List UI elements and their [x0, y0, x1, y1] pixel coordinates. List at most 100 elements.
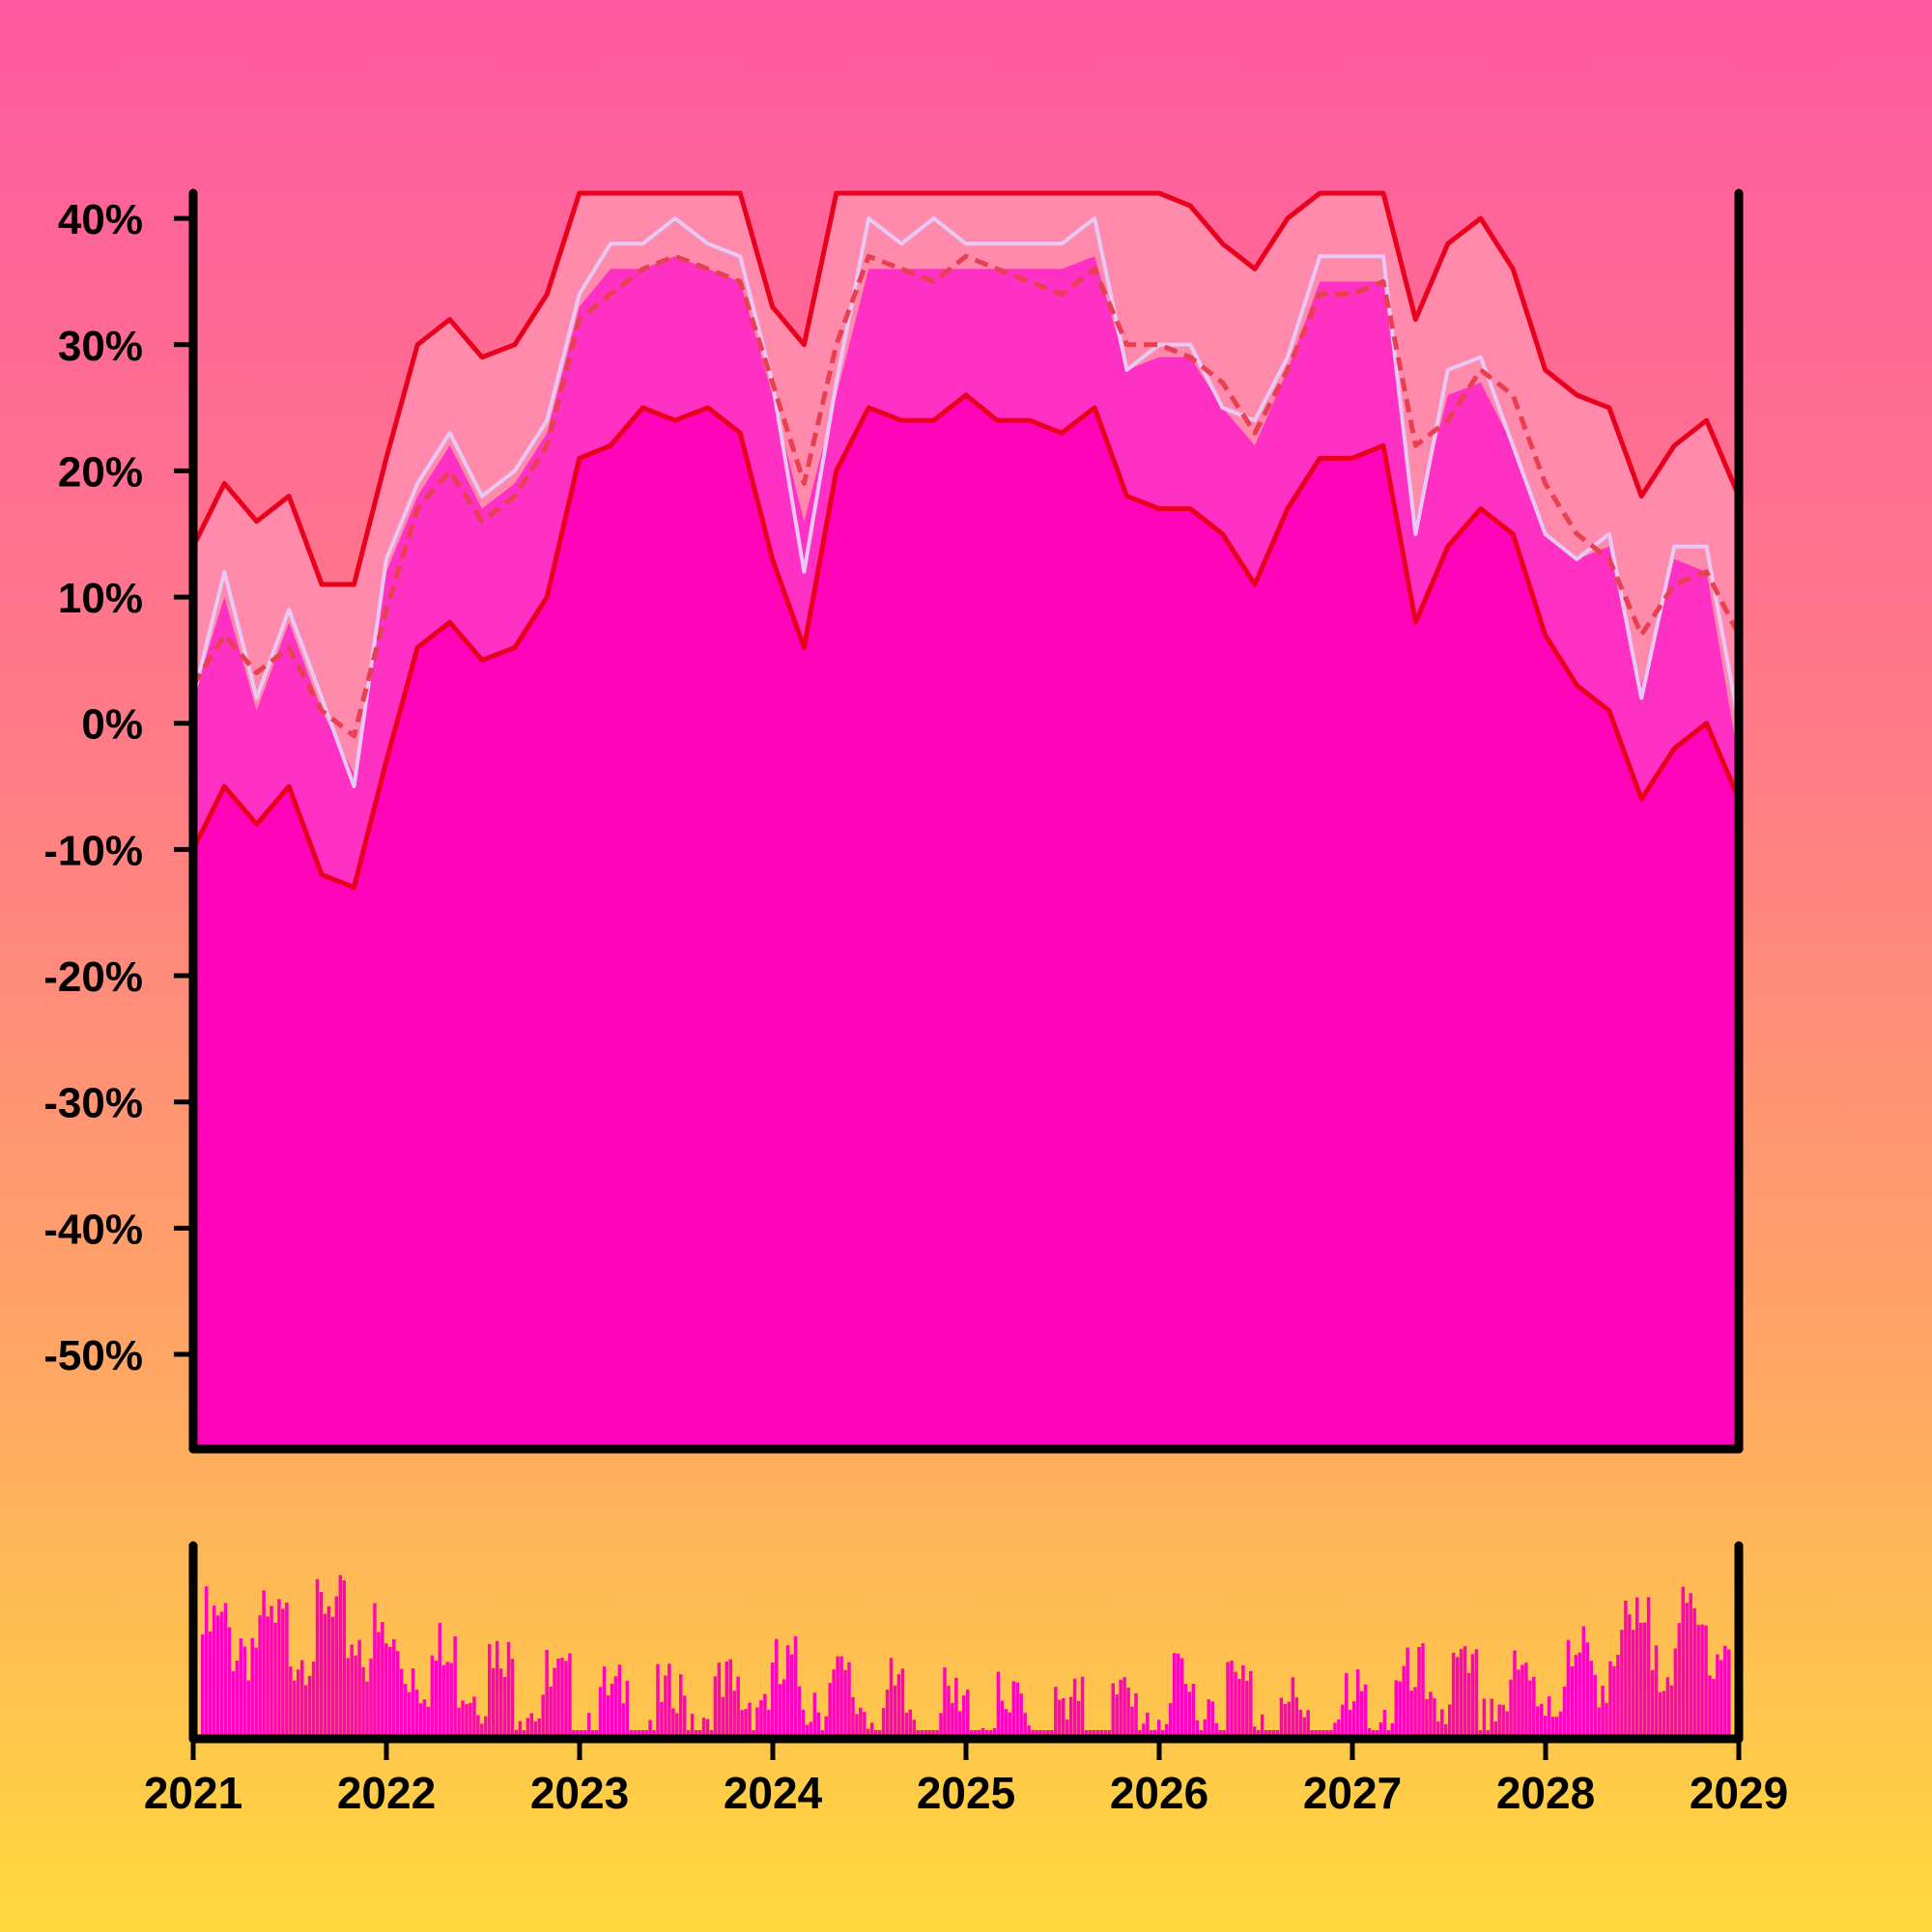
volume-bar	[1570, 1665, 1575, 1739]
volume-bar	[480, 1723, 484, 1739]
main-area	[193, 395, 1739, 1449]
volume-bar	[1470, 1654, 1475, 1739]
volume-bar	[1493, 1721, 1497, 1739]
moving-average-line	[190, 253, 1742, 739]
volume-bar	[656, 1663, 660, 1739]
volume-bar	[801, 1709, 806, 1739]
volume-bar	[1490, 1698, 1494, 1739]
volume-bar	[1279, 1697, 1284, 1739]
volume-bar	[1719, 1660, 1723, 1739]
volume-bar	[549, 1686, 553, 1739]
volume-bar	[812, 1692, 817, 1739]
volume-bar	[449, 1662, 453, 1739]
volume-bar	[1306, 1710, 1310, 1739]
volume-bar	[506, 1641, 511, 1739]
volume-bar	[1115, 1694, 1119, 1739]
volume-bar	[323, 1613, 327, 1739]
volume-bar	[1662, 1690, 1666, 1739]
volume-bar	[939, 1713, 943, 1739]
volume-bar	[1398, 1681, 1402, 1739]
volume-bar	[843, 1669, 847, 1739]
volume-bar	[863, 1712, 867, 1739]
volume-bar	[1134, 1692, 1138, 1739]
volume-bar	[1004, 1709, 1009, 1739]
volume-bar	[1164, 1723, 1169, 1739]
volume-bar	[1482, 1698, 1487, 1739]
volume-bar	[526, 1718, 530, 1739]
volume-bar	[951, 1702, 954, 1739]
volume-bar	[1068, 1696, 1073, 1739]
volume-bar	[1023, 1713, 1027, 1739]
volume-bar	[602, 1666, 607, 1739]
volume-bar	[701, 1718, 706, 1739]
volume-bar	[204, 1586, 209, 1739]
volume-bar	[564, 1661, 568, 1739]
x-tick-label: 2027	[1303, 1768, 1402, 1818]
volume-bar	[1624, 1601, 1628, 1739]
volume-bar	[1673, 1648, 1678, 1739]
volume-bar	[346, 1658, 350, 1739]
volume-bar	[254, 1647, 258, 1739]
volume-bar	[201, 1634, 205, 1739]
volume-bar	[1562, 1687, 1567, 1739]
volume-bar	[388, 1646, 392, 1739]
volume-bar	[411, 1668, 415, 1739]
y-tick-label: -30%	[43, 1080, 143, 1127]
volume-bar	[824, 1716, 828, 1739]
volume-bar	[1696, 1625, 1700, 1739]
volume-bar	[289, 1666, 293, 1739]
volume-bar	[740, 1710, 744, 1739]
volume-bar	[617, 1664, 622, 1739]
volume-bar	[1283, 1703, 1288, 1739]
volume-bar	[395, 1651, 400, 1739]
volume-bar	[1566, 1639, 1571, 1739]
volume-bar	[1554, 1717, 1559, 1739]
volume-bar	[498, 1668, 503, 1739]
volume-bar	[1065, 1719, 1069, 1739]
volume-bar	[1429, 1691, 1433, 1739]
volume-bar	[1080, 1676, 1085, 1739]
volume-bar	[1226, 1662, 1230, 1739]
volume-bar	[1451, 1652, 1456, 1739]
volume-bar	[1540, 1703, 1544, 1739]
volume-bar	[215, 1615, 220, 1739]
volume-bar	[1581, 1626, 1586, 1739]
volume-bar	[1210, 1701, 1214, 1739]
volume-bar	[679, 1674, 683, 1739]
volume-bar	[1054, 1687, 1058, 1739]
volume-bar	[1444, 1723, 1448, 1739]
volume-bar	[1214, 1722, 1218, 1739]
volume-bar	[1349, 1710, 1352, 1739]
volume-bar	[1440, 1709, 1444, 1739]
volume-bar	[529, 1713, 534, 1739]
volume-bar	[1176, 1653, 1180, 1739]
volume-bar	[1203, 1719, 1208, 1739]
volume-bar	[660, 1701, 664, 1739]
volume-bar	[1172, 1653, 1177, 1739]
volume-bar	[354, 1655, 357, 1739]
volume-bar	[281, 1608, 285, 1739]
volume-bar	[556, 1658, 560, 1739]
volume-bar	[1589, 1661, 1593, 1739]
volume-bar	[381, 1622, 384, 1739]
volume-bar	[1585, 1642, 1590, 1739]
volume-bar	[472, 1696, 476, 1739]
volume-bar	[648, 1719, 652, 1739]
volume-bar	[771, 1662, 775, 1739]
volume-bar	[1111, 1683, 1115, 1739]
volume-bar	[1669, 1685, 1674, 1739]
volume-bar	[855, 1714, 859, 1739]
volume-bar	[1574, 1655, 1578, 1739]
volume-bar	[1558, 1711, 1563, 1739]
volume-bar	[1187, 1691, 1192, 1739]
volume-bar	[491, 1667, 496, 1739]
volume-bar	[1474, 1649, 1479, 1739]
volume-bar	[793, 1635, 798, 1739]
volume-bar	[1650, 1669, 1655, 1739]
volume-bar	[1390, 1722, 1395, 1739]
volume-bar	[1409, 1690, 1413, 1739]
volume-bar	[889, 1658, 894, 1739]
volume-bar	[1505, 1711, 1509, 1739]
lower-band-line	[190, 392, 1742, 891]
